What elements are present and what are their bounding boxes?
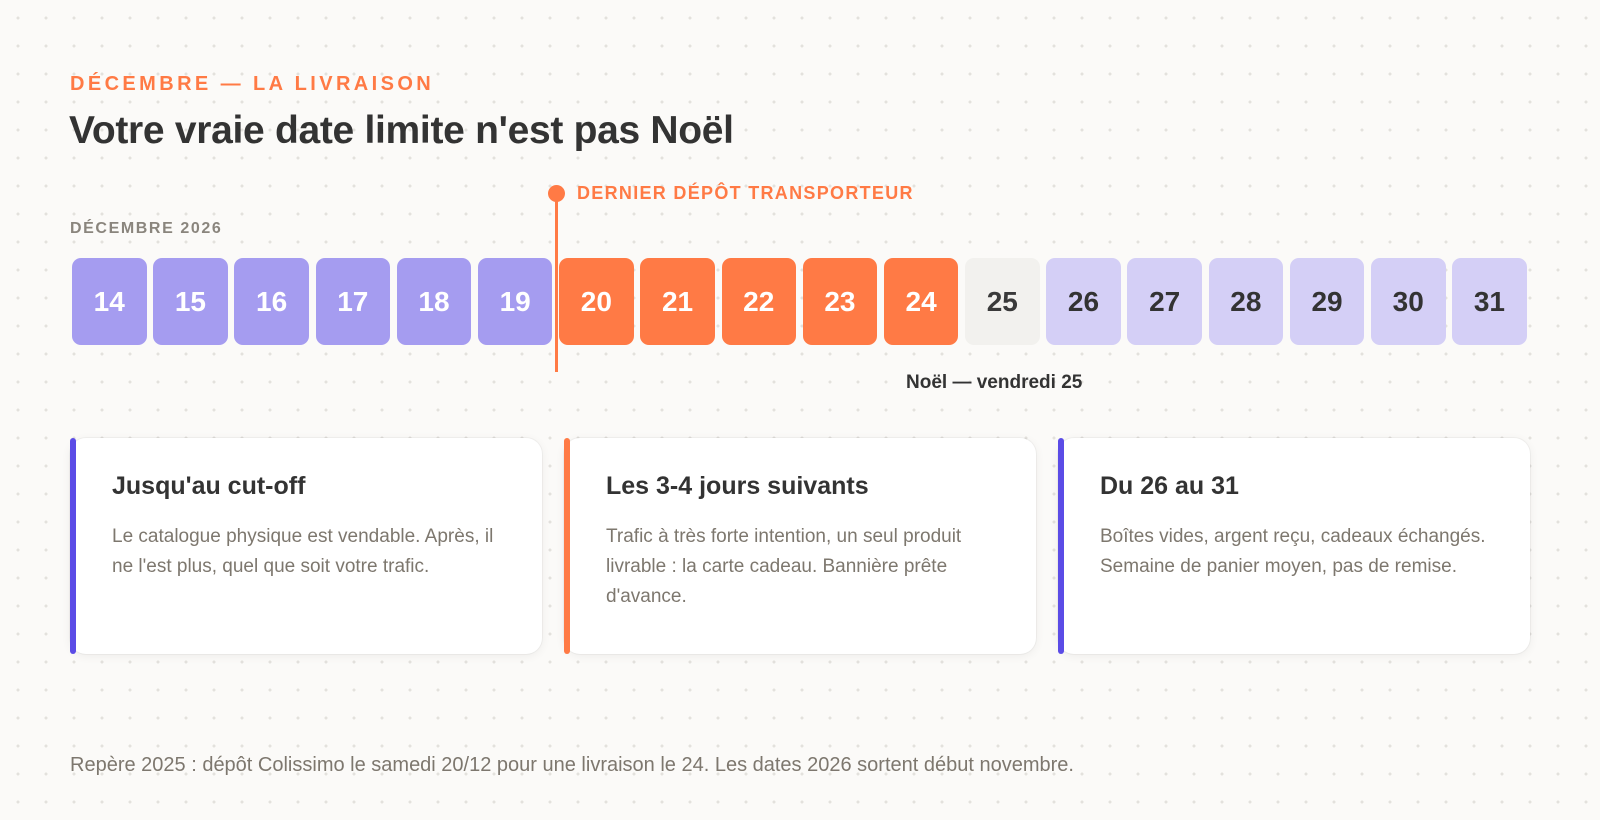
card-title: Les 3-4 jours suivants [606,472,869,500]
day-cell: 28 [1208,258,1284,345]
day-cell: 15 [153,258,228,345]
page-title: Votre vraie date limite n'est pas Noël [69,109,734,152]
day-cell: 21 [640,258,715,345]
day-cell: 19 [477,258,553,345]
day-cell: 31 [1452,258,1527,345]
day-cell: 29 [1289,258,1365,345]
card-post-christmas: Du 26 au 31 Boîtes vides, argent reçu, c… [1058,438,1530,654]
christmas-label: Noël — vendredi 25 [906,372,1083,393]
cutoff-label: DERNIER DÉPÔT TRANSPORTEUR [577,183,914,203]
day-cell: 20 [559,258,634,345]
card-following-days: Les 3-4 jours suivants Trafic à très for… [564,438,1036,654]
card-text: Le catalogue physique est vendable. Aprè… [112,526,494,577]
card-cutoff: Jusqu'au cut-off Le catalogue physique e… [70,438,542,654]
day-cell: 27 [1127,258,1202,345]
day-cell: 18 [396,258,472,345]
card-accent-bar [564,438,570,654]
cutoff-marker-line [555,192,558,372]
card-title: Jusqu'au cut-off [112,472,306,500]
day-cell-christmas: 25 [965,258,1040,345]
card-accent-bar [1058,438,1064,654]
day-cell: 22 [721,258,796,345]
day-cell: 23 [802,258,878,345]
card-accent-bar [70,438,76,654]
day-cell: 16 [234,258,309,345]
day-cell: 14 [72,258,147,345]
month-label: DÉCEMBRE 2026 [70,220,223,237]
day-cell: 26 [1046,258,1121,345]
card-text: Boîtes vides, argent reçu, cadeaux échan… [1100,526,1486,577]
card-title: Du 26 au 31 [1100,472,1239,500]
card-text: Trafic à très forte intention, un seul p… [606,526,962,607]
day-cell: 17 [315,258,391,345]
day-cell: 30 [1371,258,1446,345]
eyebrow: DÉCEMBRE — LA LIVRAISON [70,73,435,95]
footer-note: Repère 2025 : dépôt Colissimo le samedi … [70,754,1074,776]
cutoff-marker-dot [548,185,565,202]
day-strip: 14 15 16 17 18 19 20 21 22 23 24 25 26 2… [72,258,1527,345]
day-cell: 24 [883,258,959,345]
